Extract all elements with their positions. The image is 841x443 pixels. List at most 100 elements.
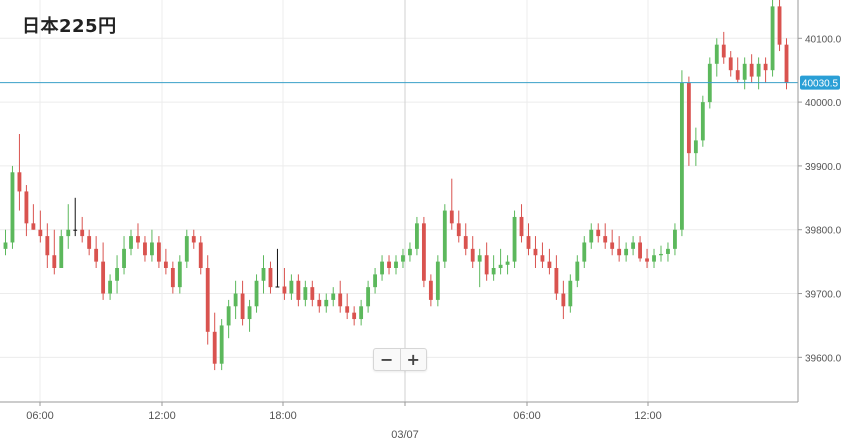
candle-body	[254, 280, 259, 307]
candle	[115, 255, 119, 294]
candle	[533, 236, 538, 268]
candle-body	[456, 223, 461, 237]
candle	[714, 38, 719, 77]
candle-body	[212, 331, 217, 364]
candle-body	[66, 229, 71, 237]
candle	[652, 248, 656, 268]
candle	[645, 248, 649, 268]
x-tick-label: 06:00	[513, 410, 541, 422]
candle-body	[638, 242, 642, 259]
candle-body	[408, 248, 412, 256]
candle-body	[784, 44, 789, 83]
candle	[24, 185, 29, 237]
candle	[540, 242, 545, 268]
candle-body	[184, 236, 189, 262]
candle	[10, 165, 15, 249]
candle-body	[233, 293, 238, 307]
candle-body	[352, 312, 357, 320]
candle-body	[380, 261, 384, 275]
candle-body	[268, 268, 273, 288]
candle	[735, 57, 740, 83]
candle-body	[603, 236, 608, 243]
candle-body	[777, 6, 782, 45]
candle	[428, 274, 433, 307]
x-tick-label: 18:00	[269, 410, 297, 422]
candle	[442, 204, 447, 268]
y-tick-label: 39700.0	[805, 290, 841, 301]
candle	[554, 255, 559, 300]
candle-body	[589, 229, 594, 243]
candle-body	[303, 287, 308, 300]
candle-body	[610, 242, 615, 249]
candle-body	[143, 242, 147, 256]
candle	[129, 229, 133, 256]
y-tick-label: 39600.0	[805, 353, 841, 364]
candle-body	[756, 63, 761, 77]
candle-body	[742, 63, 747, 80]
candle-body	[366, 287, 371, 307]
candle-body	[624, 248, 629, 256]
candle	[317, 293, 322, 313]
candle	[721, 31, 726, 64]
candle-body	[156, 242, 161, 262]
candle-body	[247, 306, 252, 320]
candle-body	[526, 236, 531, 249]
candle-body	[282, 286, 287, 294]
candle	[198, 236, 203, 275]
zoom-in-button[interactable]: +	[399, 349, 427, 370]
candle	[282, 268, 287, 300]
candle	[205, 255, 210, 345]
candle	[582, 236, 587, 268]
candle	[331, 287, 336, 307]
candle	[456, 210, 461, 243]
candle-body	[373, 274, 377, 288]
candle-body	[59, 236, 64, 268]
candle-body	[94, 248, 99, 262]
candle-body	[10, 172, 15, 243]
candle	[484, 242, 489, 281]
candle-body	[477, 255, 482, 262]
candle-body	[728, 57, 733, 71]
candle-body	[359, 306, 364, 320]
candle-body	[17, 172, 22, 192]
candle-body	[449, 210, 454, 224]
candle	[756, 57, 761, 90]
x-tick-label: 12:00	[148, 410, 176, 422]
candle	[191, 229, 196, 249]
candle-body	[575, 261, 580, 281]
candle-body	[415, 223, 419, 249]
candle	[233, 280, 238, 320]
candle-body	[296, 280, 301, 300]
candle	[575, 255, 580, 288]
candle	[408, 242, 412, 262]
candle	[700, 95, 705, 147]
candle-body	[673, 229, 677, 249]
zoom-out-button[interactable]: −	[380, 350, 394, 369]
candle	[94, 236, 99, 268]
candle	[568, 274, 573, 313]
candle	[87, 229, 92, 256]
candle	[589, 223, 594, 249]
candle	[366, 280, 371, 313]
candle-body	[512, 216, 517, 262]
candle-body	[519, 216, 524, 237]
candle-body	[150, 242, 154, 256]
x-tick-label: 06:00	[26, 410, 54, 422]
candle	[610, 229, 615, 256]
candle-body	[554, 268, 559, 294]
candle-body	[617, 248, 622, 256]
candle	[491, 255, 496, 281]
candle	[617, 236, 622, 262]
candle	[526, 223, 531, 256]
candle-body	[645, 258, 649, 262]
candle	[603, 223, 608, 249]
candle-body	[679, 82, 684, 230]
candle	[519, 204, 524, 243]
date-label: 03/07	[391, 429, 419, 441]
candle	[749, 54, 754, 83]
candle	[352, 306, 357, 326]
candle	[268, 261, 273, 294]
candle-body	[770, 6, 775, 71]
candle-body	[463, 236, 468, 249]
